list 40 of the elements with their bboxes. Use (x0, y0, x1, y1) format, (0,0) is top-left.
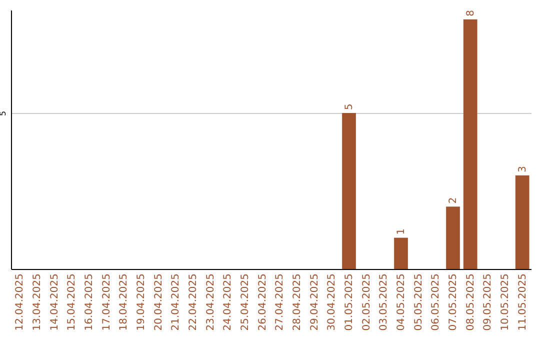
x-tick-label: 09.05.2025 (482, 274, 494, 331)
x-tick-label: 18.04.2025 (118, 274, 130, 331)
x-tick-label: 14.04.2025 (49, 274, 60, 331)
x-tick-label: 10.05.2025 (500, 274, 511, 331)
x-tick-label: 06.05.2025 (430, 274, 442, 331)
data-label: 3 (517, 166, 528, 172)
bar (342, 112, 356, 269)
x-tick-label: 25.04.2025 (240, 274, 251, 331)
x-tick-label: 23.04.2025 (205, 274, 216, 331)
x-tick-label: 29.04.2025 (309, 274, 320, 331)
bar (446, 206, 460, 269)
x-tick-label: 19.04.2025 (136, 274, 147, 331)
x-tick-label: 15.04.2025 (66, 274, 78, 331)
x-tick-label: 17.04.2025 (101, 274, 112, 331)
x-tick-label: 01.05.2025 (344, 274, 355, 331)
x-tick-label: 07.05.2025 (448, 274, 459, 331)
bar (394, 238, 408, 269)
x-tick-label: 30.04.2025 (326, 274, 338, 331)
x-tick-label: 04.05.2025 (396, 274, 407, 331)
x-tick-label: 05.05.2025 (413, 274, 424, 331)
data-label: 2 (448, 197, 459, 204)
x-tick-label: 03.05.2025 (378, 274, 390, 331)
data-label: 5 (344, 104, 355, 110)
x-tick-label: 13.04.2025 (32, 274, 43, 331)
x-tick-label: 08.05.2025 (465, 274, 476, 331)
x-tick-label: 21.04.2025 (170, 274, 182, 331)
x-tick-label: 16.04.2025 (84, 274, 95, 331)
x-tick-label: 20.04.2025 (153, 274, 164, 331)
x-tick-label: 27.04.2025 (274, 274, 286, 331)
bar (463, 19, 478, 269)
data-label: 8 (465, 10, 476, 16)
x-tick-label: 28.04.2025 (292, 274, 303, 331)
bar (515, 175, 530, 269)
data-label: 1 (396, 228, 407, 235)
x-tick-label: 11.05.2025 (517, 274, 528, 331)
x-tick-label: 26.04.2025 (257, 274, 268, 331)
x-tick-label: 22.04.2025 (188, 274, 199, 331)
x-tick-label: 24.04.2025 (222, 274, 234, 331)
x-tick-label: 02.05.2025 (361, 274, 372, 331)
x-tick-label: 12.04.2025 (14, 274, 26, 331)
